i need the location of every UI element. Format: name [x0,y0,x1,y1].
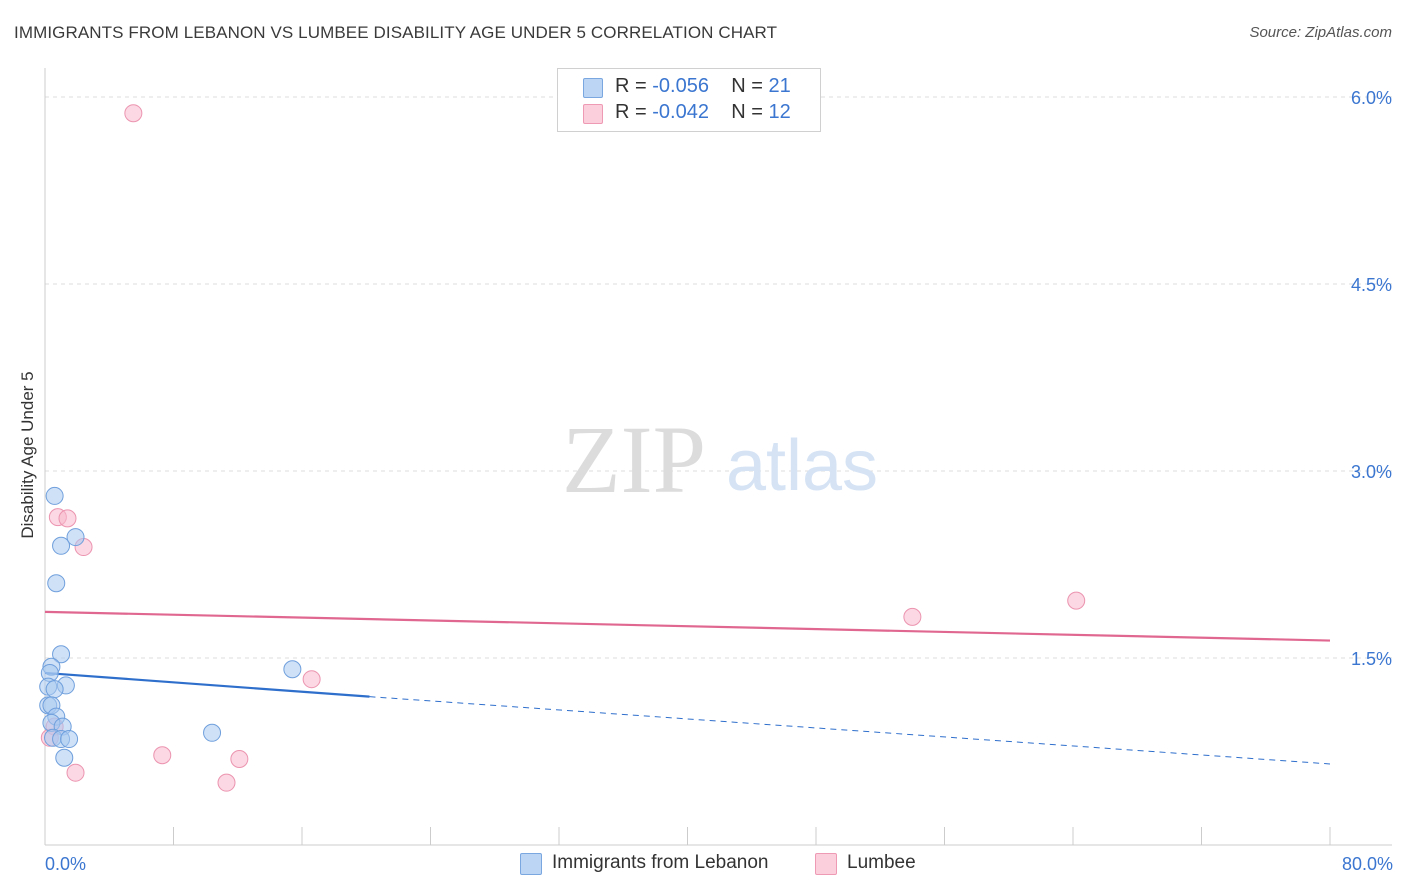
x-tick-label: 0.0% [45,854,86,874]
r-value: -0.042 [652,101,709,123]
tick-labels: 1.5% 3.0% 4.5% 6.0% 0.0% 80.0% [45,88,1393,874]
y-tick-label: 4.5% [1351,275,1392,295]
axis-layer [44,68,1392,846]
point-lumbee [153,746,172,765]
point-lebanon [55,748,74,767]
stats-box: R = -0.056 N = 21 R = -0.042 N = 12 [557,68,821,132]
chart-title: IMMIGRANTS FROM LEBANON VS LUMBEE DISABI… [14,23,778,42]
point-lumbee [124,104,143,123]
point-lumbee [230,749,249,768]
trend-line-solid [44,671,370,698]
legend-label-lumbee: Lumbee [847,852,916,873]
r-label: R = [615,101,653,123]
stats-swatch-lumbee [583,104,603,124]
grid-layer [45,96,1392,659]
point-lebanon [45,680,64,699]
point-lumbee [66,763,85,782]
point-lebanon [60,730,79,749]
point-lebanon [283,660,302,679]
watermark-atlas: atlas [726,426,878,506]
point-lebanon [66,528,85,547]
stats-swatch-lebanon [583,78,603,98]
point-lumbee [903,607,922,626]
y-tick-label: 6.0% [1351,88,1392,108]
n-label: N = [731,75,769,97]
trend-line-dashed [369,696,1331,765]
point-lumbee [1067,591,1086,610]
point-lumbee [217,773,236,792]
point-lebanon [45,486,64,505]
n-label: N = [731,101,769,123]
stats-text-lebanon: R = -0.056 N = 21 [615,75,791,98]
trend-layer [44,610,1331,765]
y-tick-label: 3.0% [1351,462,1392,482]
point-lebanon [52,536,71,555]
point-lebanon [52,645,71,664]
n-value: 21 [768,75,791,97]
point-lebanon [203,723,222,742]
r-value: -0.056 [652,75,709,97]
point-lumbee [58,509,77,528]
point-lebanon [47,574,66,593]
watermark-zip: ZIP [562,406,706,513]
legend-swatch-lebanon [520,853,542,875]
legend-swatch-lumbee [815,853,837,875]
source-label: Source: ZipAtlas.com [1249,24,1392,41]
trend-line [44,610,1331,642]
point-lumbee [302,670,321,689]
points-layer [39,104,1086,792]
r-label: R = [615,75,653,97]
n-value: 12 [768,101,791,123]
legend-label-lebanon: Immigrants from Lebanon [552,852,769,873]
y-axis-label: Disability Age Under 5 [18,371,37,539]
watermark: ZIP atlas [562,406,878,513]
y-tick-label: 1.5% [1351,649,1392,669]
x-tick-label: 80.0% [1342,854,1393,874]
stats-text-lumbee: R = -0.042 N = 12 [615,101,791,124]
